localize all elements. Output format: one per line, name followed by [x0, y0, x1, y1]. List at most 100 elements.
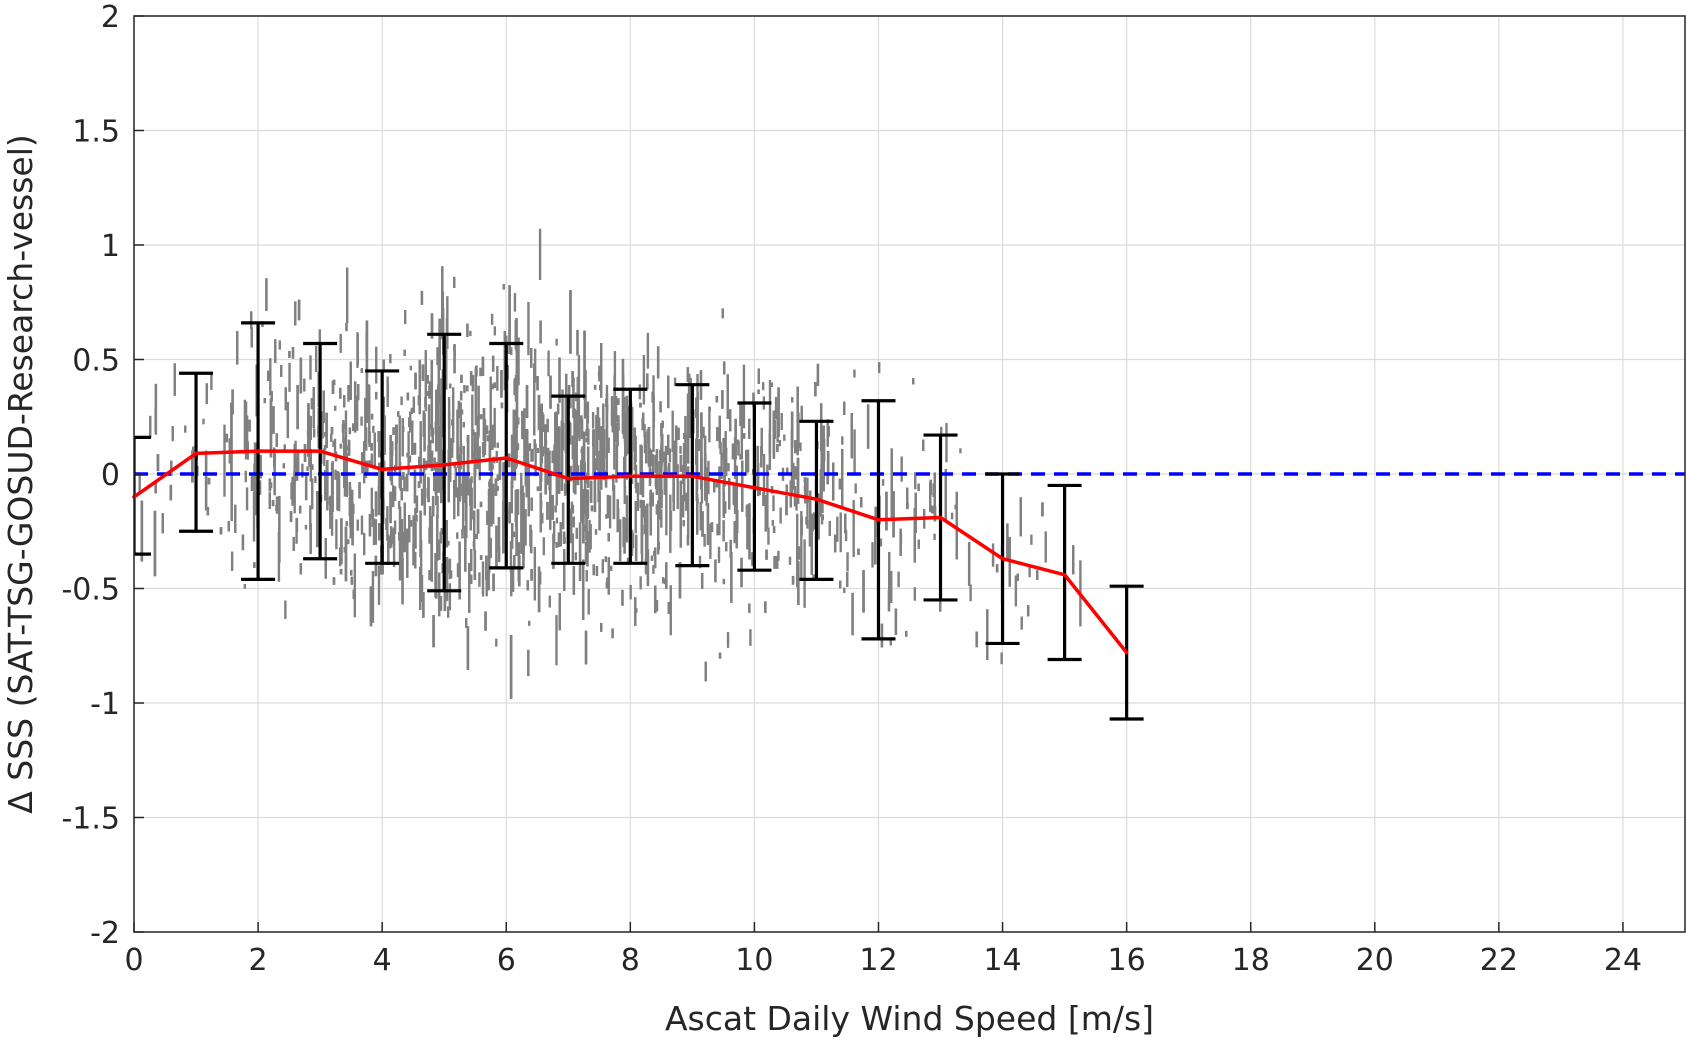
scatter-point [423, 473, 426, 516]
scatter-point [557, 532, 561, 547]
scatter-point [270, 391, 273, 402]
scatter-point [607, 533, 610, 542]
scatter-point [350, 492, 353, 511]
scatter-point [392, 427, 395, 435]
scatter-point [417, 481, 421, 488]
scatter-point [539, 473, 542, 492]
scatter-point [584, 541, 588, 565]
scatter-point [401, 532, 404, 578]
scatter-point [796, 513, 799, 588]
scatter-point [722, 520, 725, 542]
scatter-point [740, 404, 744, 460]
scatter-point [669, 510, 673, 532]
scatter-point [450, 438, 454, 454]
mean-point [256, 449, 260, 453]
scatter-point [748, 603, 751, 613]
scatter-point [551, 495, 554, 520]
scatter-point [682, 443, 686, 502]
scatter-point [500, 370, 503, 398]
scatter-point [591, 411, 595, 429]
scatter-point [704, 661, 707, 682]
scatter-point [469, 371, 473, 386]
scatter-point [739, 403, 742, 427]
scatter-point [660, 489, 663, 509]
scatter-point [495, 525, 498, 570]
scatter-point [473, 432, 477, 477]
scatter-point [530, 497, 533, 511]
scatter-point [661, 577, 665, 584]
scatter-point [623, 485, 627, 504]
scatter-point [598, 507, 601, 514]
scatter-point [492, 488, 495, 515]
scatter-point [1019, 497, 1022, 537]
mean-point [1000, 556, 1005, 561]
scatter-point [679, 454, 683, 472]
scatter-point [513, 378, 517, 387]
scatter-point [1041, 502, 1044, 517]
scatter-point [275, 433, 278, 447]
scatter-point [289, 511, 293, 523]
scatter-point [586, 531, 589, 567]
scatter-point [464, 475, 468, 521]
scatter-point [695, 414, 699, 490]
scatter-point [306, 466, 309, 471]
scatter-point [184, 425, 187, 433]
scatter-point [418, 456, 421, 465]
scatter-point [438, 572, 441, 617]
scatter-point [654, 547, 657, 569]
scatter-point [466, 323, 469, 337]
scatter-point [652, 410, 656, 422]
scatter-point [780, 412, 783, 430]
scatter-point [346, 267, 349, 324]
scatter-point [288, 351, 291, 358]
scatter-point [421, 364, 425, 381]
scatter-point [495, 638, 498, 647]
scatter-point [595, 415, 598, 456]
scatter-point [352, 589, 356, 600]
scatter-point [482, 408, 486, 441]
scatter-point [491, 355, 495, 372]
scatter-point [625, 395, 629, 422]
scatter-point [258, 480, 262, 495]
scatter-point [549, 375, 552, 409]
scatter-point [510, 480, 513, 514]
scatter-point [572, 439, 576, 493]
scatter-point [377, 431, 380, 442]
scatter-point [700, 412, 703, 490]
scatter-point [697, 439, 700, 451]
scatter-point [571, 435, 575, 460]
scatter-point [592, 564, 595, 576]
scatter-point [725, 542, 728, 552]
scatter-point [248, 419, 251, 432]
scatter-point [618, 519, 622, 562]
scatter-point [742, 364, 746, 429]
scatter-point [617, 398, 620, 405]
error-bar [489, 341, 524, 570]
scatter-point [1030, 534, 1033, 545]
scatter-point [969, 584, 972, 602]
scatter-point [715, 396, 719, 403]
scatter-point [140, 500, 144, 562]
scatter-point [378, 462, 381, 491]
scatter-point [275, 496, 279, 514]
scatter-point [607, 437, 610, 453]
x-tick-label: 10 [735, 943, 773, 978]
scatter-point [362, 532, 366, 556]
scatter-point [822, 425, 825, 492]
scatter-point [674, 425, 678, 477]
scatter-point [561, 502, 565, 530]
scatter-point [569, 290, 572, 354]
scatter-point [415, 495, 419, 513]
scatter-point [701, 511, 704, 537]
error-bar [427, 332, 462, 593]
mean-point [690, 474, 695, 479]
scatter-point [687, 373, 691, 401]
scatter-point [339, 333, 342, 353]
scatter-point [170, 460, 173, 476]
scatter-point [309, 355, 312, 380]
scatter-point [717, 546, 721, 563]
scatter-point [329, 434, 333, 442]
scatter-point [473, 549, 477, 581]
scatter-point [453, 276, 456, 288]
scatter-point [365, 427, 368, 451]
